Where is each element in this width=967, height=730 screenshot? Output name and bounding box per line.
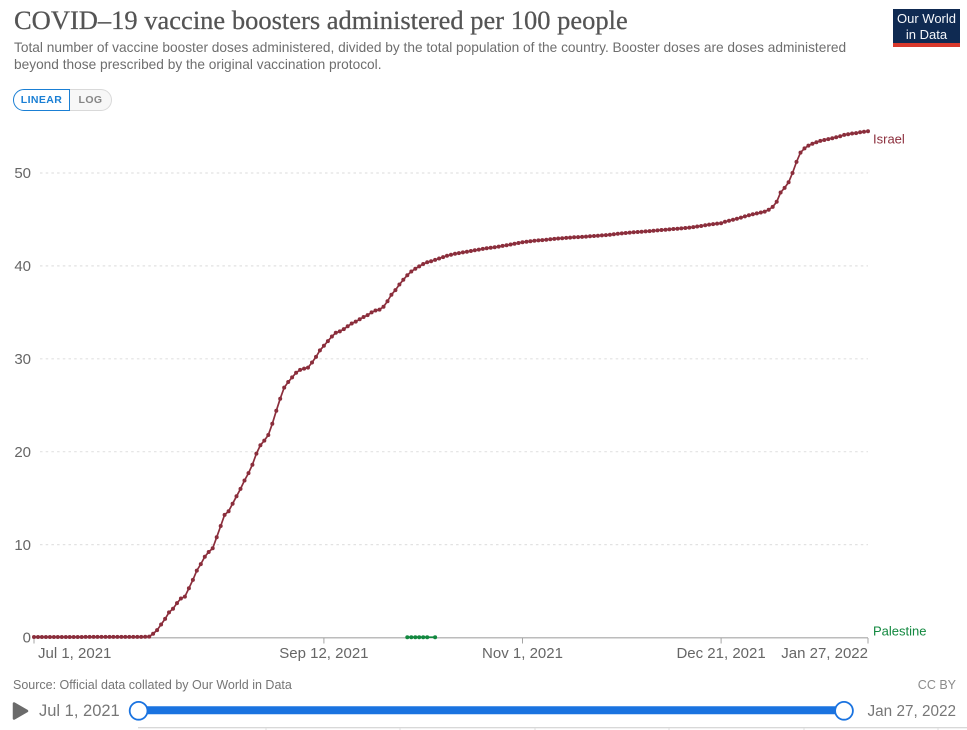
svg-text:Nov 1, 2021: Nov 1, 2021 <box>482 645 563 662</box>
svg-text:Jan 27, 2022: Jan 27, 2022 <box>781 645 868 662</box>
svg-text:10: 10 <box>14 537 31 554</box>
svg-text:Sep 12, 2021: Sep 12, 2021 <box>279 645 368 662</box>
svg-text:Jul 1, 2021: Jul 1, 2021 <box>38 645 111 662</box>
svg-text:20: 20 <box>14 444 31 461</box>
svg-text:Israel: Israel <box>873 132 905 147</box>
svg-text:40: 40 <box>14 258 31 275</box>
svg-text:30: 30 <box>14 351 31 368</box>
svg-text:0: 0 <box>23 630 31 647</box>
svg-text:50: 50 <box>14 165 31 182</box>
svg-text:Dec 21, 2021: Dec 21, 2021 <box>676 645 765 662</box>
svg-text:Palestine: Palestine <box>873 624 926 639</box>
